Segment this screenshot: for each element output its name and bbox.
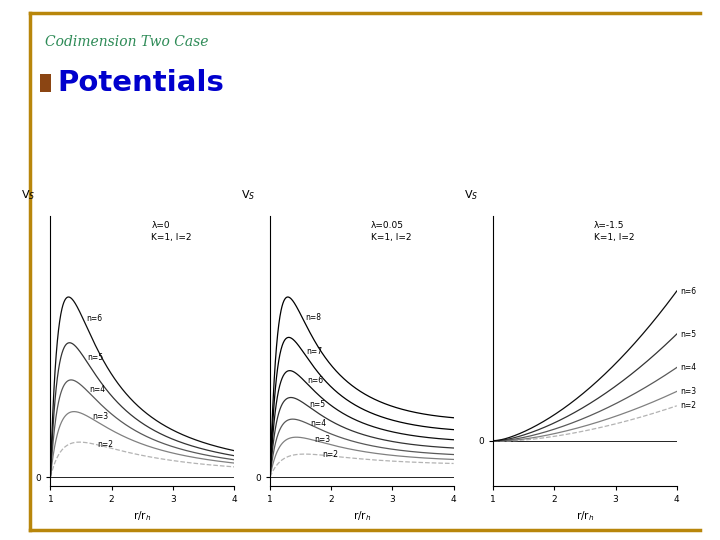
Text: Potentials: Potentials — [57, 69, 224, 97]
X-axis label: r/r$_h$: r/r$_h$ — [576, 510, 594, 523]
Text: n=5: n=5 — [309, 400, 325, 409]
Text: n=2: n=2 — [323, 450, 338, 460]
Text: n=2: n=2 — [680, 401, 696, 410]
Text: V$_S$: V$_S$ — [464, 188, 478, 202]
Text: V$_S$: V$_S$ — [240, 188, 255, 202]
Text: n=7: n=7 — [307, 347, 323, 356]
Text: n=6: n=6 — [680, 287, 696, 295]
X-axis label: r/r$_h$: r/r$_h$ — [133, 510, 151, 523]
Text: n=3: n=3 — [314, 435, 330, 444]
Text: n=4: n=4 — [680, 363, 696, 372]
Text: λ=0.05
K=1, l=2: λ=0.05 K=1, l=2 — [371, 221, 412, 242]
Text: n=2: n=2 — [97, 440, 114, 449]
Text: n=8: n=8 — [306, 313, 322, 322]
Text: n=6: n=6 — [86, 314, 103, 323]
Text: n=3: n=3 — [680, 387, 696, 396]
Text: n=4: n=4 — [89, 384, 105, 394]
Text: n=3: n=3 — [92, 412, 108, 421]
X-axis label: r/r$_h$: r/r$_h$ — [353, 510, 371, 523]
Text: λ=0
K=1, l=2: λ=0 K=1, l=2 — [151, 221, 192, 242]
Text: V$_S$: V$_S$ — [21, 188, 35, 202]
Text: λ=-1.5
K=1, l=2: λ=-1.5 K=1, l=2 — [594, 221, 635, 242]
Text: n=4: n=4 — [311, 419, 327, 428]
Text: n=5: n=5 — [680, 329, 696, 339]
Text: n=5: n=5 — [87, 353, 104, 362]
Text: Codimension Two Case: Codimension Two Case — [45, 35, 209, 49]
Bar — [40, 74, 51, 92]
Text: n=6: n=6 — [307, 376, 324, 385]
